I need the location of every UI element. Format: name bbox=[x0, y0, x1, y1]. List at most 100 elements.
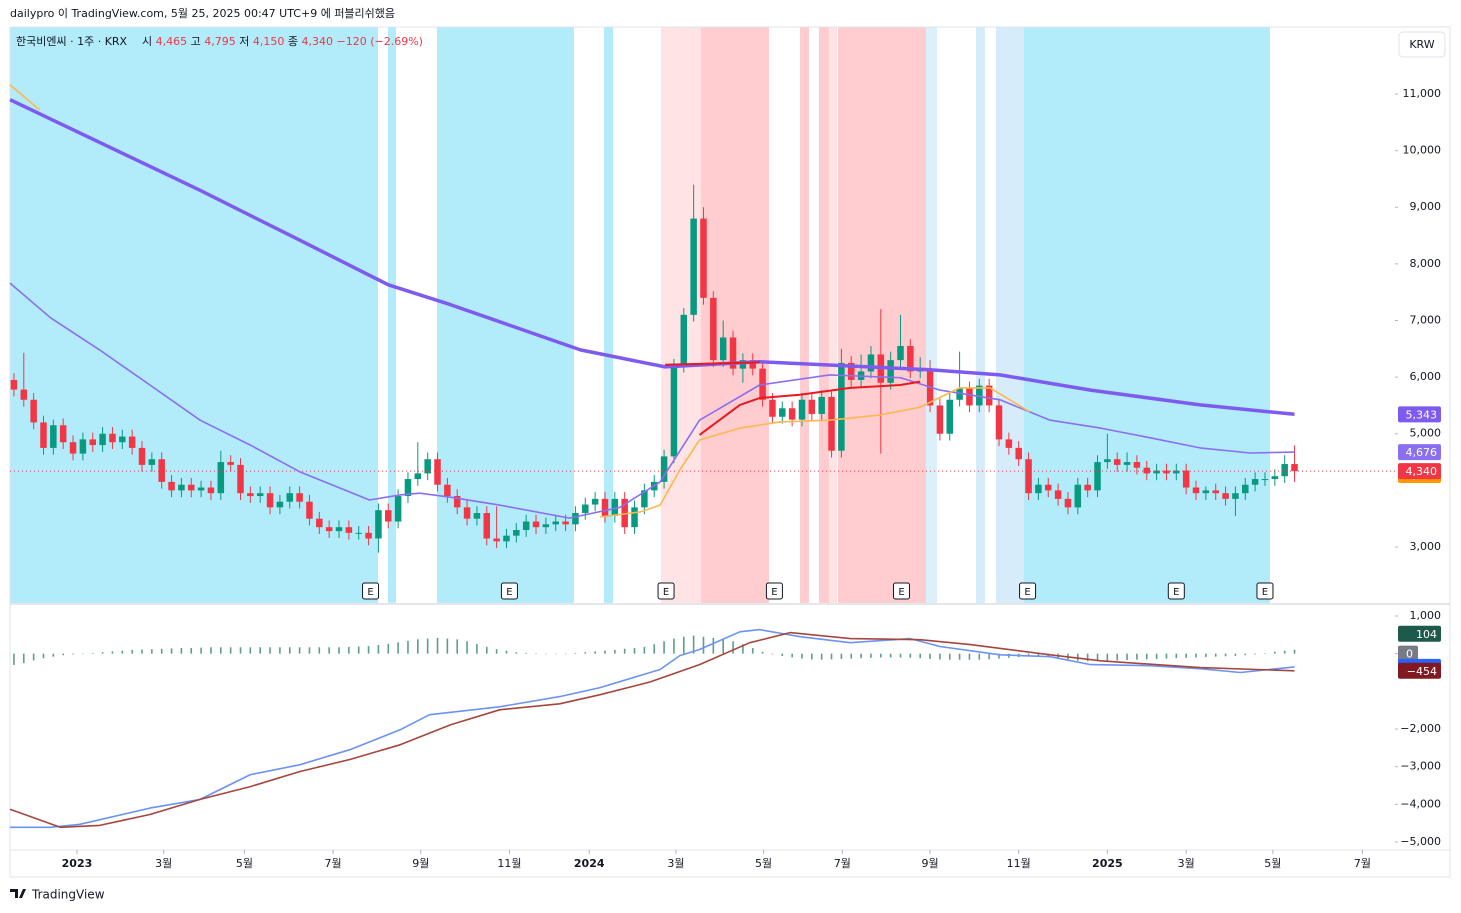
histogram-bar bbox=[604, 650, 606, 654]
histogram-bar bbox=[899, 653, 902, 658]
histogram-bar bbox=[998, 653, 1000, 659]
histogram-bar bbox=[1244, 653, 1247, 656]
candle-body bbox=[89, 439, 96, 446]
histogram-bar bbox=[407, 640, 409, 654]
y-tick-label: 5,000 bbox=[1410, 427, 1442, 440]
candle-body bbox=[424, 459, 431, 474]
candle-body bbox=[473, 513, 481, 519]
event-label: E bbox=[898, 587, 904, 598]
candle-body bbox=[109, 433, 116, 443]
candle-body bbox=[316, 518, 323, 528]
histogram-bar bbox=[42, 653, 45, 659]
currency-button[interactable] bbox=[1398, 31, 1446, 58]
histogram-bar bbox=[298, 647, 301, 654]
y-tick-label: 11,000 bbox=[1403, 87, 1442, 100]
zone bbox=[926, 27, 937, 603]
price-tag bbox=[1398, 444, 1441, 461]
candle-body bbox=[985, 385, 993, 406]
histogram-bar bbox=[702, 636, 705, 654]
candle-body bbox=[798, 399, 806, 420]
histogram-bar bbox=[1254, 653, 1256, 655]
ohlc-value: 4,465 bbox=[156, 35, 188, 48]
histogram-bar bbox=[584, 652, 587, 654]
candle-body bbox=[50, 425, 57, 448]
histogram-bar bbox=[1205, 653, 1207, 658]
histogram-bar bbox=[259, 647, 262, 654]
histogram-bar bbox=[929, 653, 931, 659]
histogram-bar bbox=[397, 642, 399, 654]
candle-body bbox=[749, 360, 756, 369]
histogram-bar bbox=[1047, 653, 1050, 658]
histogram-bar bbox=[1126, 653, 1128, 661]
candle-body bbox=[1182, 470, 1190, 488]
zone bbox=[829, 27, 837, 603]
candle-body bbox=[1133, 462, 1141, 468]
event-label: E bbox=[1024, 587, 1030, 598]
zone bbox=[604, 27, 613, 603]
histogram-bar bbox=[22, 653, 25, 664]
candle-body bbox=[660, 456, 668, 482]
candle-body bbox=[1113, 459, 1121, 465]
x-tick-label: 11월 bbox=[1007, 857, 1031, 870]
y-tick-label: −4,000 bbox=[1400, 797, 1441, 810]
candle-body bbox=[355, 532, 362, 534]
x-tick-label: 2024 bbox=[574, 857, 605, 870]
candle-body bbox=[503, 535, 510, 542]
histogram-bar bbox=[1116, 653, 1119, 661]
histogram-bar bbox=[1145, 653, 1148, 660]
candle-body bbox=[838, 362, 845, 451]
histogram-bar bbox=[1165, 653, 1168, 659]
candle-body bbox=[99, 433, 106, 446]
histogram-bar bbox=[485, 646, 488, 654]
histogram-bar bbox=[771, 653, 774, 655]
candle-body bbox=[513, 530, 520, 536]
histogram-bar bbox=[820, 653, 823, 660]
ohlc-value: 4,150 bbox=[253, 35, 285, 48]
histogram-bar bbox=[200, 647, 202, 654]
x-tick-label: 9월 bbox=[412, 857, 429, 870]
candle-body bbox=[453, 496, 461, 508]
histogram-bar bbox=[160, 648, 163, 654]
zone bbox=[819, 27, 829, 603]
histogram-bar bbox=[229, 647, 232, 654]
brand-logo: TradingView bbox=[10, 888, 105, 902]
candle-body bbox=[1005, 439, 1013, 448]
histogram-bar bbox=[239, 647, 242, 654]
candle-body bbox=[1015, 447, 1022, 460]
event-label: E bbox=[1262, 587, 1268, 598]
candle-body bbox=[1261, 479, 1269, 481]
candle-body bbox=[1173, 470, 1180, 474]
histogram-bar bbox=[1096, 653, 1099, 662]
x-tick-label: 5월 bbox=[236, 857, 253, 870]
histogram-bar bbox=[111, 651, 114, 654]
candle-body bbox=[542, 524, 550, 528]
candle-body bbox=[828, 396, 835, 451]
candle-body bbox=[956, 388, 963, 400]
histogram-bar bbox=[82, 653, 84, 655]
candle-body bbox=[237, 464, 244, 494]
zone bbox=[10, 27, 378, 603]
candle-body bbox=[847, 362, 855, 380]
candle-body bbox=[670, 365, 678, 457]
currency-button-label[interactable]: KRW bbox=[1409, 38, 1434, 51]
histogram-bar bbox=[1027, 653, 1030, 657]
histogram-bar bbox=[515, 652, 518, 654]
histogram-bar bbox=[1195, 653, 1197, 658]
histogram-bar bbox=[348, 646, 350, 654]
histogram-bar bbox=[968, 653, 971, 660]
brand-icon bbox=[10, 889, 26, 898]
candle-body bbox=[887, 360, 894, 383]
zone bbox=[388, 27, 396, 603]
histogram-bar bbox=[919, 653, 921, 659]
x-tick-label: 3월 bbox=[155, 857, 172, 870]
y-tick-label: −3,000 bbox=[1400, 760, 1441, 773]
histogram-bar bbox=[318, 647, 321, 654]
candle-body bbox=[1054, 490, 1062, 499]
candle-body bbox=[572, 513, 579, 525]
histogram-bar bbox=[456, 639, 459, 654]
indicator-line bbox=[9, 631, 1295, 829]
histogram-bar bbox=[1283, 650, 1286, 654]
y-tick-label: −5,000 bbox=[1400, 835, 1441, 848]
ohlc-value: 4,340 bbox=[302, 35, 334, 48]
